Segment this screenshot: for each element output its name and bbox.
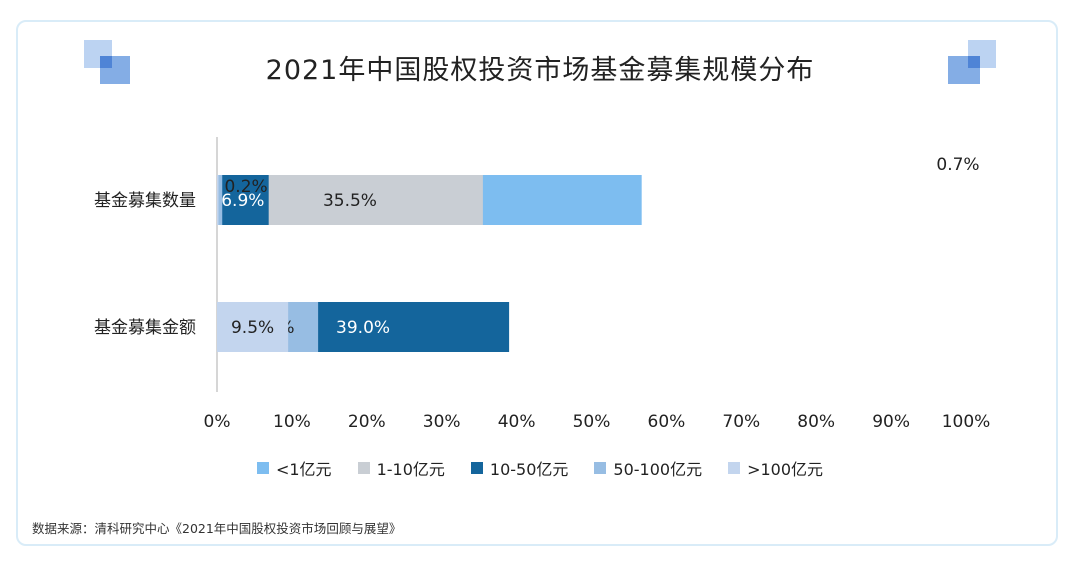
bar-segment bbox=[217, 302, 289, 352]
data-label: 9.5% bbox=[231, 318, 274, 338]
bar-segment bbox=[217, 175, 223, 225]
legend-swatch bbox=[594, 462, 607, 474]
x-tick-label: 60% bbox=[648, 412, 686, 432]
legend-label: <1亿元 bbox=[275, 460, 332, 479]
x-tick-label: 0% bbox=[204, 412, 231, 432]
x-tick-label: 40% bbox=[498, 412, 536, 432]
decorative-squares-right bbox=[946, 40, 998, 84]
data-label: 39.0% bbox=[336, 318, 390, 338]
legend-swatch bbox=[256, 462, 269, 474]
legend-item: 50-100亿元 bbox=[594, 456, 702, 480]
legend-swatch bbox=[728, 462, 741, 474]
x-tick-label: 90% bbox=[872, 412, 910, 432]
source-note: 数据来源：清科研究中心《2021年中国股权投资市场回顾与展望》 bbox=[32, 521, 402, 536]
legend-item: 10-50亿元 bbox=[470, 456, 569, 480]
chart-title: 2021年中国股权投资市场基金募集规模分布 bbox=[265, 55, 815, 86]
category-label: 基金募集数量 bbox=[94, 191, 196, 211]
data-label: 0.7% bbox=[936, 155, 979, 175]
legend-item: 1-10亿元 bbox=[357, 456, 445, 480]
bar-segment bbox=[217, 175, 269, 225]
legend-label: 10-50亿元 bbox=[489, 460, 569, 479]
chart-legend: <1亿元 1-10亿元 10-50亿元 50-100亿元 >100亿元 bbox=[0, 456, 1080, 480]
chart-frame bbox=[16, 20, 1058, 546]
x-tick-label: 20% bbox=[348, 412, 386, 432]
x-tick-label: 10% bbox=[273, 412, 311, 432]
x-tick-label: 70% bbox=[722, 412, 760, 432]
x-tick-label: 100% bbox=[942, 412, 991, 432]
legend-item: <1亿元 bbox=[256, 456, 332, 480]
legend-item: >100亿元 bbox=[728, 456, 823, 480]
data-label: 35.5% bbox=[323, 191, 377, 211]
legend-label: 1-10亿元 bbox=[376, 460, 445, 479]
x-tick-label: 50% bbox=[573, 412, 611, 432]
x-tick-label: 30% bbox=[423, 412, 461, 432]
bar-segment bbox=[217, 175, 219, 225]
x-tick-label: 80% bbox=[797, 412, 835, 432]
legend-swatch bbox=[357, 462, 370, 474]
legend-swatch bbox=[470, 462, 483, 474]
legend-label: 50-100亿元 bbox=[613, 460, 703, 479]
decorative-squares-left bbox=[84, 40, 134, 84]
data-label: 0.2% bbox=[224, 177, 267, 197]
data-label: 6.9% bbox=[221, 191, 264, 211]
legend-label: >100亿元 bbox=[747, 460, 824, 479]
category-label: 基金募集金额 bbox=[94, 318, 196, 338]
